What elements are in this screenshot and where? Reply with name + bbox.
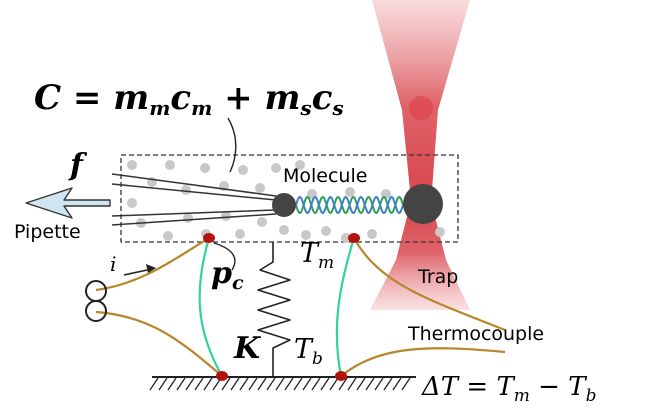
junction-top-right bbox=[348, 233, 360, 243]
ground-hatch-mark bbox=[149, 377, 159, 391]
eq-m1-sub: m bbox=[149, 96, 170, 120]
ground-hatch-mark bbox=[158, 377, 168, 391]
ground-hatch-mark bbox=[401, 377, 411, 391]
eq-m2: m bbox=[264, 78, 300, 118]
thermocouple-wiring bbox=[95, 237, 506, 377]
molecule-helix bbox=[295, 195, 404, 215]
spring-k bbox=[257, 242, 291, 377]
ground-hatch-mark bbox=[266, 377, 276, 391]
current-label: i bbox=[110, 252, 116, 276]
ground-hatch-mark bbox=[239, 377, 249, 391]
force-label: f bbox=[68, 148, 88, 183]
eq-equals: = bbox=[61, 78, 113, 118]
ground-hatch-mark bbox=[185, 377, 195, 391]
pipette-label: Pipette bbox=[14, 221, 81, 243]
eq-c1: c bbox=[170, 78, 191, 118]
ground-hatch-mark bbox=[248, 377, 258, 391]
eq-m2-sub: s bbox=[299, 96, 311, 120]
trap-label: Trap bbox=[417, 266, 458, 288]
pc-pointer-curve bbox=[213, 242, 236, 271]
ground-hatch-mark bbox=[194, 377, 204, 391]
green-wire-right bbox=[335, 237, 356, 377]
ground-hatch-mark bbox=[320, 377, 330, 391]
beam-lower-cone bbox=[370, 205, 470, 310]
pc-label: pc bbox=[211, 256, 244, 294]
equation-pointer-curve bbox=[227, 117, 237, 173]
force-arrow bbox=[25, 187, 111, 219]
junction-top-left bbox=[203, 233, 215, 243]
tb-label: Tb bbox=[294, 334, 323, 369]
trapped-bead bbox=[403, 184, 443, 224]
ground-hatch-mark bbox=[293, 377, 303, 391]
ground-base bbox=[149, 376, 416, 391]
ground-hatch-mark bbox=[365, 377, 375, 391]
eq-c: C bbox=[34, 78, 61, 118]
pipette-bead bbox=[272, 193, 296, 217]
thermocouple-label: Thermocouple bbox=[407, 323, 544, 345]
ground-hatch-mark bbox=[338, 377, 348, 391]
eq-m1: m bbox=[113, 78, 149, 118]
current-source bbox=[85, 280, 107, 322]
eq-c2: c bbox=[312, 78, 333, 118]
molecule-label: Molecule bbox=[283, 165, 367, 187]
beam-focus-highlight bbox=[409, 96, 433, 120]
ground-hatch-mark bbox=[356, 377, 366, 391]
ground-hatch-mark bbox=[230, 377, 240, 391]
pipette bbox=[111, 173, 277, 226]
ground-hatch-mark bbox=[275, 377, 285, 391]
k-label: K bbox=[233, 331, 262, 366]
junction-bottom-right bbox=[335, 371, 347, 381]
system-dashed-box bbox=[120, 154, 459, 243]
ground-hatch-mark bbox=[284, 377, 294, 391]
green-wire-left bbox=[198, 237, 223, 377]
beam-upper-cone bbox=[372, 0, 470, 190]
ground-hatch-mark bbox=[176, 377, 186, 391]
ground-hatch-mark bbox=[167, 377, 177, 391]
ground-hatch-mark bbox=[257, 377, 267, 391]
lead-wire-top bbox=[95, 237, 210, 292]
ground-hatch-mark bbox=[392, 377, 402, 391]
lead-wire-to-thermocouple-top bbox=[353, 237, 506, 332]
lead-wire-bottom bbox=[95, 310, 223, 377]
ground-hatch-mark bbox=[383, 377, 393, 391]
junctions bbox=[203, 233, 360, 381]
ground-hatch-mark bbox=[329, 377, 339, 391]
capacity-equation: C = mmcm + mscs bbox=[34, 78, 344, 120]
delta-t-equation: ΔT = Tm − Tb bbox=[421, 372, 596, 406]
tm-label: Tm bbox=[300, 238, 334, 273]
eq-plus: + bbox=[212, 78, 264, 118]
ground-hatch-mark bbox=[302, 377, 312, 391]
ground-hatch-mark bbox=[311, 377, 321, 391]
ground-hatch-mark bbox=[203, 377, 213, 391]
eq-c1-sub: m bbox=[191, 96, 212, 120]
current-arrow bbox=[123, 264, 156, 276]
lead-wire-to-thermocouple-bottom bbox=[340, 347, 506, 377]
ground-hatch-mark bbox=[221, 377, 231, 391]
optical-trap-beam bbox=[370, 0, 470, 310]
ground-hatch-mark bbox=[347, 377, 357, 391]
ground-hatch-mark bbox=[374, 377, 384, 391]
junction-bottom-left bbox=[216, 371, 228, 381]
solvent-dots bbox=[127, 160, 445, 243]
eq-c2-sub: s bbox=[331, 96, 343, 120]
